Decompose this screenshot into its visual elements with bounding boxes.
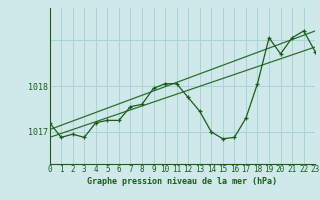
- X-axis label: Graphe pression niveau de la mer (hPa): Graphe pression niveau de la mer (hPa): [87, 177, 277, 186]
